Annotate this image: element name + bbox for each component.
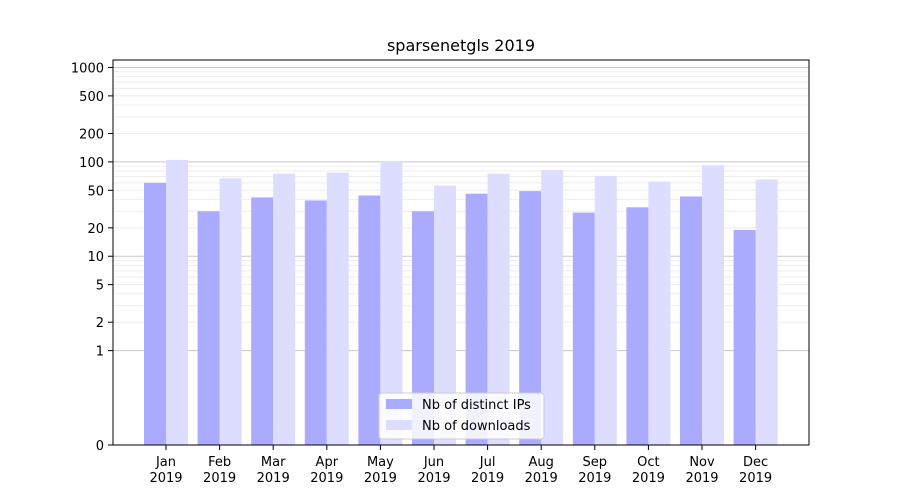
bar-downloads — [648, 181, 671, 445]
x-tick-label-year: 2019 — [525, 471, 558, 486]
x-tick-label-month: May — [367, 455, 394, 470]
x-tick-label-month: Dec — [743, 455, 768, 470]
bar-downloads — [541, 169, 564, 446]
y-tick-label: 2 — [96, 316, 104, 331]
bar-downloads — [273, 173, 296, 446]
x-tick-label-year: 2019 — [203, 471, 236, 486]
x-tick-label-year: 2019 — [149, 471, 182, 486]
x-axis: Jan2019Feb2019Mar2019Apr2019May2019Jun20… — [149, 445, 772, 486]
legend-swatch-ips — [386, 399, 412, 409]
x-tick-label-month: Jul — [479, 455, 496, 470]
bar-ips — [251, 197, 274, 445]
legend-box — [378, 392, 545, 440]
legend-label-downloads: Nb of downloads — [422, 419, 531, 434]
bar-ips — [358, 195, 381, 445]
y-tick-label: 1000 — [71, 61, 104, 76]
bar-ips — [680, 196, 702, 445]
chart-title: sparsenetgls 2019 — [387, 36, 535, 55]
y-tick-label: 0 — [96, 439, 104, 454]
legend-swatch-downloads — [386, 420, 412, 430]
x-tick-label-year: 2019 — [471, 471, 504, 486]
x-tick-label-month: Feb — [208, 455, 231, 470]
x-tick-label-month: Jan — [155, 455, 176, 470]
x-tick-label-month: Oct — [637, 455, 659, 470]
bar-downloads — [594, 175, 617, 445]
legend-label-ips: Nb of distinct IPs — [422, 398, 531, 413]
bar-downloads — [702, 165, 724, 445]
x-tick-label-year: 2019 — [739, 471, 772, 486]
y-tick-label: 50 — [87, 184, 104, 199]
x-tick-label-year: 2019 — [257, 471, 290, 486]
bar-downloads — [326, 172, 349, 445]
bar-ips — [412, 211, 434, 445]
bar-ips — [197, 211, 220, 445]
bar-ips — [626, 207, 649, 445]
x-tick-label-year: 2019 — [310, 471, 343, 486]
y-tick-label: 5 — [96, 279, 104, 294]
bar-ips — [304, 200, 327, 445]
y-tick-label: 20 — [87, 222, 104, 237]
bar-downloads — [487, 173, 510, 446]
bar-downloads — [755, 179, 778, 445]
x-tick-label-month: Aug — [529, 455, 554, 470]
x-tick-label-month: Sep — [583, 455, 608, 470]
x-tick-label-month: Nov — [689, 455, 715, 470]
bar-downloads — [434, 185, 456, 445]
bars — [144, 159, 778, 446]
x-tick-label-year: 2019 — [364, 471, 397, 486]
x-tick-label-month: Jun — [423, 455, 444, 470]
legend: Nb of distinct IPs Nb of downloads — [378, 392, 545, 440]
y-tick-label: 500 — [79, 90, 104, 105]
x-tick-label-month: Apr — [316, 455, 339, 470]
bar-downloads — [219, 178, 242, 445]
bar-ips — [733, 229, 756, 445]
bar-ips — [572, 212, 595, 445]
y-axis: 0 1 2 5 10 20 50 100 200 500 1000 — [71, 61, 113, 454]
x-tick-label-year: 2019 — [578, 471, 611, 486]
plot-frame — [112, 59, 810, 446]
bar-ips — [144, 182, 166, 445]
bar-downloads — [166, 159, 188, 446]
y-tick-label: 200 — [79, 127, 104, 142]
x-tick-label-month: Mar — [261, 455, 286, 470]
bar-ips — [465, 193, 488, 445]
x-tick-label-year: 2019 — [685, 471, 718, 486]
x-tick-label-year: 2019 — [417, 471, 450, 486]
y-tick-label: 100 — [79, 156, 104, 171]
x-tick-label-year: 2019 — [632, 471, 665, 486]
y-tick-label: 10 — [87, 250, 104, 265]
bar-ips — [519, 191, 542, 445]
y-tick-label: 1 — [96, 345, 104, 360]
bar-downloads — [380, 161, 403, 445]
